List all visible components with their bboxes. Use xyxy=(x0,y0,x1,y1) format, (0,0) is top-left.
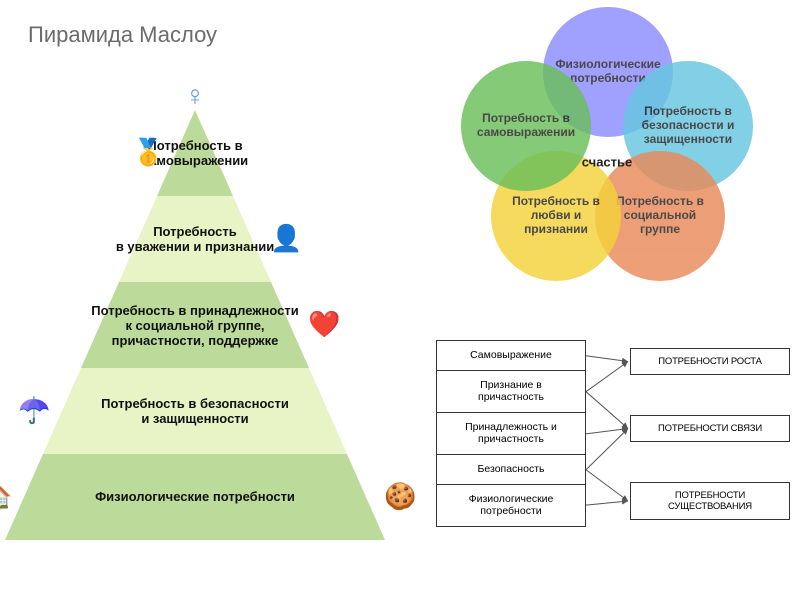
pyramid-icon-4: 🏠 xyxy=(0,481,12,512)
mapping-arrow-6 xyxy=(586,501,628,505)
mapping-arrow-4 xyxy=(586,429,628,470)
pyramid-icon2-4: 🍪 xyxy=(384,481,416,512)
mapping-arrows xyxy=(430,340,790,590)
pyramid-label-2: Потребность в принадлежности к социально… xyxy=(65,304,325,349)
mapping-arrow-0 xyxy=(586,356,628,362)
mapping-arrow-5 xyxy=(586,470,628,501)
pyramid-label-0: Потребность в самовыражении xyxy=(65,139,325,169)
venn-diagram: Физиологические потребностиПотребность в… xyxy=(430,8,790,318)
pyramid-icon-1: 👤 xyxy=(270,223,302,254)
pyramid-icon-2: ❤️ xyxy=(308,309,340,340)
mapping-arrow-1 xyxy=(586,362,628,392)
pyramid-label-3: Потребность в безопасности и защищенност… xyxy=(65,397,325,427)
venn-center-label: счастье xyxy=(582,155,633,170)
mapping-arrow-3 xyxy=(586,429,628,434)
venn-petal-4: Потребность в самовыражении xyxy=(461,61,591,191)
mapping-arrow-2 xyxy=(586,392,628,429)
pyramid-apex-icon: ♀ xyxy=(185,80,206,111)
needs-mapping: СамовыражениеПризнание в причастностьПри… xyxy=(430,340,790,590)
pyramid-label-4: Физиологические потребности xyxy=(65,490,325,505)
page-title: Пирамида Маслоу xyxy=(28,22,217,48)
pyramid-icon-0: 🥇 xyxy=(132,137,164,168)
pyramid-icon-3: ☂️ xyxy=(18,395,50,426)
maslow-pyramid: ♀ Потребность в самовыражении🥇 Потребност… xyxy=(0,70,420,580)
